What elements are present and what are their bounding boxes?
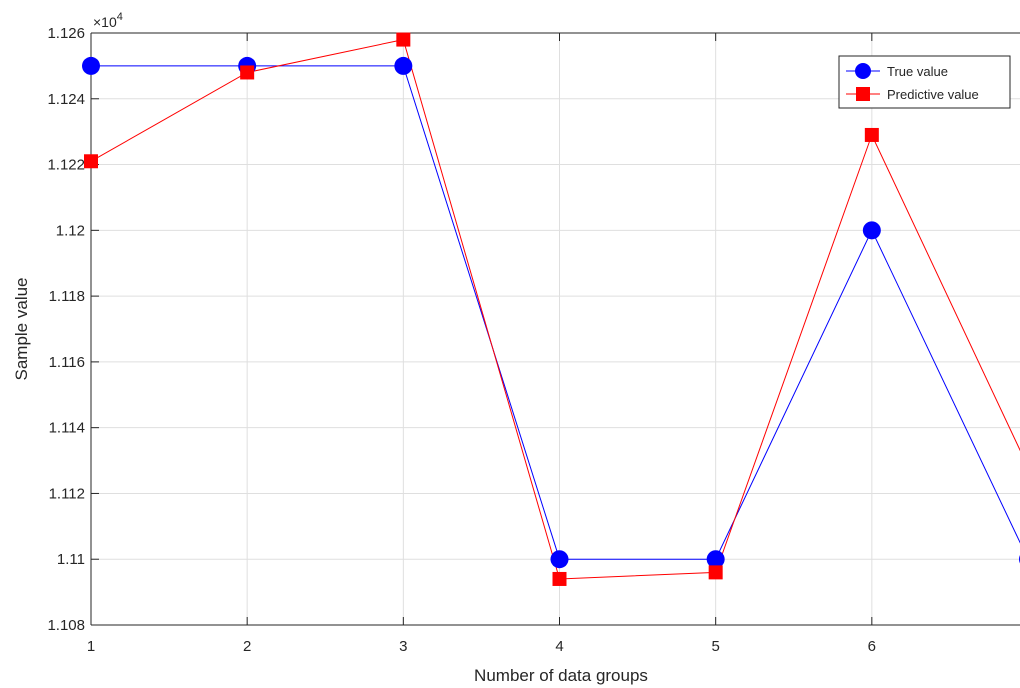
data-point-predictive-value: [708, 565, 723, 580]
x-tick-label: 3: [399, 638, 407, 655]
data-point-predictive-value: [84, 154, 98, 169]
data-point-true-value: [394, 56, 413, 75]
axes: [90, 32, 1020, 626]
y-exponent-label: ×104: [93, 11, 123, 30]
grid-lines: [90, 32, 1020, 626]
data-point-true-value: [862, 221, 881, 240]
x-tick-labels: 1 2 3 4 5 6: [87, 638, 876, 655]
y-tick-label: 1.126: [47, 25, 85, 42]
tick-marks: [90, 32, 873, 626]
y-exponent-power: 4: [117, 11, 123, 23]
data-point-predictive-value: [396, 32, 411, 47]
legend-marker-true: [855, 63, 871, 79]
y-tick-label: 1.11: [57, 551, 85, 568]
legend-marker-predictive: [856, 87, 870, 101]
x-tick-label: 1: [87, 638, 95, 655]
y-tick-label: 1.108: [47, 617, 85, 634]
data-point-predictive-value: [552, 571, 567, 586]
data-point-true-value: [550, 550, 569, 569]
x-tick-label: 4: [555, 638, 563, 655]
data-point-predictive-value: [864, 127, 879, 142]
y-tick-label: 1.116: [49, 354, 85, 371]
y-tick-label: 1.124: [47, 91, 85, 108]
series-line-true-value: [91, 65, 1020, 560]
series-line-predictive-value: [90, 39, 1020, 580]
legend-label-true: True value: [887, 64, 948, 79]
legend-label-predictive: Predictive value: [887, 87, 979, 102]
x-tick-label: 2: [243, 638, 251, 655]
series-lines: [90, 39, 1020, 580]
y-tick-label: 1.12: [56, 222, 85, 239]
x-axis-label: Number of data groups: [474, 666, 648, 685]
x-tick-label: 6: [868, 638, 876, 655]
y-tick-label: 1.122: [47, 157, 85, 174]
data-point-true-value: [706, 550, 725, 569]
y-tick-label: 1.114: [49, 420, 85, 437]
x-tick-label: 5: [711, 638, 719, 655]
y-tick-label: 1.112: [49, 485, 85, 502]
data-point-true-value: [82, 56, 100, 75]
legend: True value Predictive value: [838, 55, 1011, 109]
data-point-predictive-value: [240, 65, 255, 80]
y-tick-label: 1.118: [49, 288, 85, 305]
series-markers: [82, 32, 1020, 586]
y-tick-labels: 1.108 1.11 1.112 1.114 1.116 1.118 1.12 1.122 1.…: [47, 25, 85, 634]
y-axis-label: Sample value: [12, 277, 31, 380]
